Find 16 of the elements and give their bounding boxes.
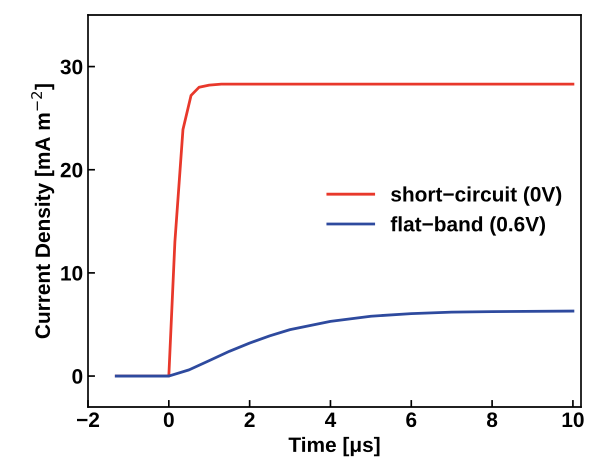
x-tick-label: 8 — [486, 412, 498, 428]
x-tick-label: 2 — [244, 412, 255, 427]
y-tick-label: 10 — [61, 266, 82, 281]
y-axis-title: Current Density [mA m$^{−2}$] — [31, 84, 54, 338]
legend-label: short−circuit (0V) — [391, 186, 562, 206]
x-tick-label: 6 — [406, 412, 416, 428]
line-series — [114, 310, 574, 378]
x-tick-label: 10 — [562, 412, 584, 428]
x-axis-title: Time [μs] — [288, 436, 380, 456]
legend-label: flat−band (0.6V) — [390, 216, 546, 236]
x-tick-label: 0 — [164, 412, 174, 428]
y-tick-label: 0 — [72, 369, 82, 384]
y-tick-label: 30 — [60, 60, 82, 74]
x-tick-label: −2 — [76, 412, 100, 427]
x-tick-label: 4 — [324, 412, 336, 427]
y-tick-label: 20 — [60, 162, 82, 178]
